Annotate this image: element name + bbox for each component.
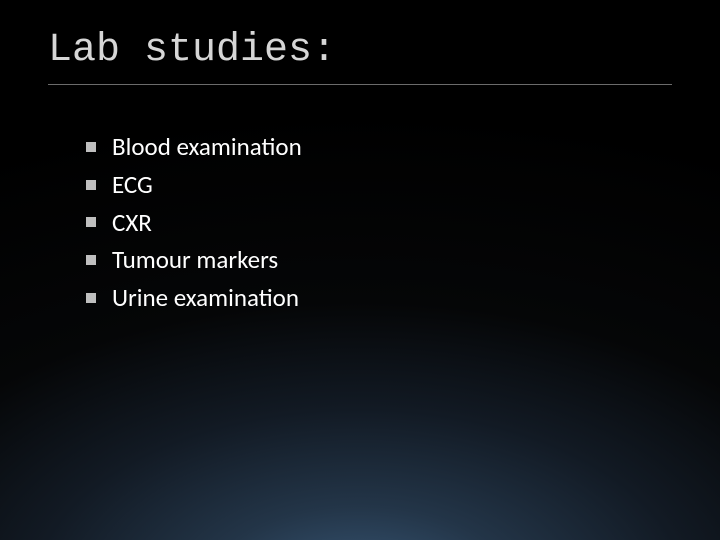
list-item: Blood examination	[86, 130, 302, 164]
list-item: CXR	[86, 206, 302, 240]
slide-title: Lab studies:	[48, 28, 336, 73]
list-item: Tumour markers	[86, 243, 302, 277]
list-item-label: Tumour markers	[112, 243, 278, 277]
square-bullet-icon	[86, 255, 96, 265]
list-item-label: Urine examination	[112, 281, 299, 315]
list-item-label: CXR	[112, 206, 152, 240]
slide: Lab studies: Blood examination ECG CXR T…	[0, 0, 720, 540]
square-bullet-icon	[86, 293, 96, 303]
title-underline	[48, 84, 672, 85]
list-item-label: Blood examination	[112, 130, 302, 164]
list-item: ECG	[86, 168, 302, 202]
list-item: Urine examination	[86, 281, 302, 315]
square-bullet-icon	[86, 217, 96, 227]
list-item-label: ECG	[112, 168, 153, 202]
bullet-list: Blood examination ECG CXR Tumour markers…	[86, 130, 302, 319]
square-bullet-icon	[86, 180, 96, 190]
square-bullet-icon	[86, 142, 96, 152]
